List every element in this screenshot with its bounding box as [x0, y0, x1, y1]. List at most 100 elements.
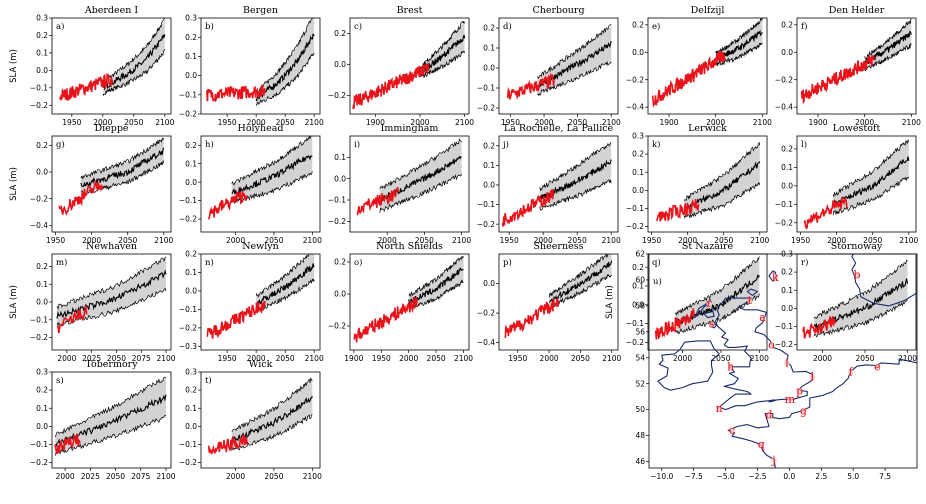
coastline-norway [851, 254, 917, 307]
observed-line [802, 316, 837, 339]
x-tick-label: 1950 [508, 354, 527, 363]
station-label: o [768, 338, 775, 351]
coastline-orkney [746, 288, 759, 297]
panel-title: Stornoway [831, 241, 883, 252]
observed-line [352, 63, 430, 110]
x-tick-label: 2050 [107, 354, 126, 363]
coastline-ireland [657, 340, 720, 391]
y-tick-label: 0.0 [185, 71, 197, 80]
x-tick-label: 2100 [602, 354, 621, 363]
y-tick-label: 0.0 [781, 48, 793, 57]
observed-line [506, 72, 555, 100]
projection-band [539, 141, 612, 209]
x-tick-label: 1950 [62, 118, 81, 127]
y-tick-label: 0.1 [334, 153, 346, 162]
plot-frame [200, 371, 321, 469]
map-y-tick-label: 58 [635, 301, 645, 310]
map-y-tick-label: 60 [635, 276, 645, 285]
y-tick-label: −0.1 [30, 83, 48, 92]
panel-f: Den Helder f) 1900 2000 2100 −0.4 −0.2 0.0 0.2 [775, 5, 921, 127]
panel-letter: p) [503, 257, 512, 268]
y-tick-label: 0.0 [632, 300, 644, 309]
station-label: i [785, 356, 789, 369]
panel-letter: b) [205, 21, 214, 32]
observed-line [356, 186, 400, 216]
panel-j: La Rochelle, La Pallice j) 1950 2000 2050 210… [477, 123, 621, 245]
y-tick-label: 0.1 [483, 161, 495, 170]
y-tick-label: 0.2 [36, 141, 48, 150]
observed-line [803, 196, 848, 230]
y-tick-label: −0.1 [328, 196, 346, 205]
x-tick-label: 2000 [540, 354, 559, 363]
plot-area [352, 20, 466, 110]
x-tick-label: 2050 [106, 472, 125, 481]
projection-mean-line [231, 154, 313, 196]
x-tick-label: 2050 [568, 236, 587, 245]
y-tick-label: 0.2 [632, 20, 644, 29]
x-tick-label: 2050 [415, 236, 434, 245]
station-marker [874, 364, 881, 370]
panel-title: Sheerness [534, 241, 584, 252]
panel-m: Newhaven m) SLA (m) 2000 2025 2050 2075 2100 −0.… [9, 241, 176, 363]
x-tick-label: 2100 [750, 236, 769, 245]
map-y-tick-label: 48 [635, 431, 645, 440]
y-tick-label: 0.0 [334, 174, 346, 183]
y-tick-label: −0.2 [179, 323, 197, 332]
coastline-wight [768, 399, 776, 403]
panel-letter: q) [652, 257, 661, 268]
y-tick-label: 0.0 [781, 304, 793, 313]
y-tick-label: −0.1 [477, 84, 495, 93]
plot-frame [796, 135, 917, 233]
panel-letter: j) [502, 139, 509, 150]
y-tick-label: 0.0 [185, 287, 197, 296]
projection-band [814, 261, 908, 336]
x-tick-label: 1900 [808, 118, 827, 127]
y-tick-label: −0.1 [179, 305, 197, 314]
x-tick-label: 2075 [131, 472, 150, 481]
panel-p: Sheerness p) 1950 2000 2050 2100 −0.4 −0.2 0.0 [477, 241, 622, 363]
x-tick-label: 1950 [642, 236, 661, 245]
plot-area [356, 138, 462, 216]
station-marker [809, 374, 816, 381]
station-label: j [770, 454, 775, 467]
panel-b: Bergen b) 1950 2000 2050 2100 −0.2 −0.1 0.0 0.1 0.… [179, 5, 324, 127]
observed-line [504, 298, 560, 338]
panel-title: La Rochelle, La Pallice [504, 123, 614, 134]
plot-area [59, 18, 166, 101]
map-x-tick-label: 5.0 [847, 472, 859, 481]
projection-lower-line [379, 173, 462, 214]
y-tick-label: 0.2 [334, 29, 346, 38]
y-tick-label: 0.2 [781, 20, 793, 29]
y-tick-label: 0.2 [632, 263, 644, 272]
panel-g: Dieppe g) SLA (m) 1950 2000 2050 2100 −0.4 −0.2 0… [9, 123, 174, 245]
station-marker [729, 427, 735, 434]
panel-letter: k) [652, 139, 660, 150]
plot-frame [349, 253, 470, 351]
observed-line [654, 308, 695, 340]
plot-area [501, 141, 612, 227]
projection-upper-line [408, 255, 464, 298]
x-tick-label: 2050 [863, 236, 882, 245]
y-tick-label: −0.1 [179, 440, 197, 449]
projection-lower-line [419, 50, 465, 79]
station-label: d [765, 408, 772, 421]
plot-area [206, 254, 315, 339]
x-tick-label: 2100 [156, 354, 175, 363]
x-tick-label: 2100 [454, 354, 473, 363]
projection-mean-line [80, 147, 165, 188]
observed-line [206, 300, 266, 339]
panel-a: Aberdeen I a) SLA (m) 1950 2000 2050 2100 −0.2 −… [9, 5, 175, 127]
projection-lower-line [56, 287, 167, 327]
y-tick-label: −0.1 [30, 315, 48, 324]
panel-l: Lowestoft l) 1950 2000 2050 2100 −0.2 −0.1 0.0 0.… [775, 123, 919, 245]
panel-s: Tobermory s) 2000 2025 2050 2075 2100 −0.2 −0.1 0… [30, 359, 176, 481]
y-tick-label: −0.2 [30, 458, 48, 467]
panel-e: Delfzijl e) 1900 2000 2100 −0.4 −0.2 0.0 0.2 [626, 5, 772, 127]
panel-letter: g) [56, 139, 65, 150]
plot-area [54, 376, 167, 456]
y-tick-label: 0.0 [483, 181, 495, 190]
x-tick-label: 2050 [714, 236, 733, 245]
x-tick-label: 2050 [118, 236, 137, 245]
projection-lower-line [674, 293, 760, 335]
station-label: g [800, 404, 807, 417]
